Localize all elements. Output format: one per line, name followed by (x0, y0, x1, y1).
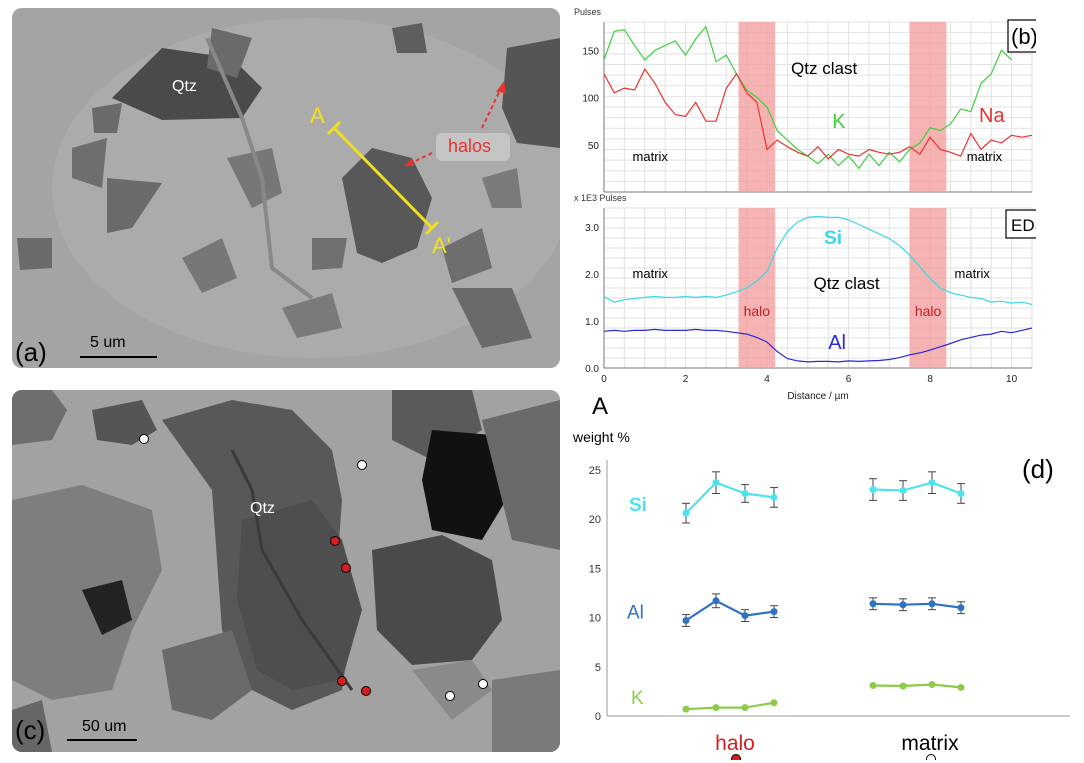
d-point-K-halo (712, 704, 720, 712)
d-point-Al-matrix (869, 600, 877, 608)
d-point-Si-halo (712, 479, 720, 487)
profile-end-label: A' (432, 233, 451, 258)
d-group-label-halo: halo (715, 732, 755, 755)
b-bottom-series-Al (603, 327, 1033, 363)
b-x-end-label-start: A (592, 393, 608, 414)
b-top-y-tick-label: 100 (582, 94, 599, 105)
d-point-Si-halo (770, 493, 778, 501)
b-eds-label: EDS (1011, 216, 1036, 235)
b-top-series-Na (603, 68, 1033, 160)
sem-image-a: Qtz A A' halos 5 um (12, 8, 560, 368)
d-point-Al-halo (741, 612, 749, 620)
b-x-tick-label: 0 (601, 374, 607, 385)
d-y-tick-label: 0 (595, 711, 601, 723)
d-point-Al-matrix (928, 600, 936, 608)
panel-label-a: (a) (15, 337, 47, 367)
weight-percent-chart: weight % 0 5 10 15 20 25 Si Al K (d) halo matrix (572, 429, 1070, 760)
scale-bar-label-c: 50 um (82, 718, 127, 735)
b-top-series-label-K: K (832, 111, 846, 133)
panel-label-c: (c) (15, 715, 46, 745)
scale-bar-label-a: 5 um (90, 334, 126, 351)
d-series-label-Si: Si (629, 495, 647, 516)
d-series-label-K: K (631, 688, 644, 709)
d-y-tick-label: 5 (595, 662, 601, 674)
d-y-tick-label: 15 (589, 563, 601, 575)
d-point-Si-halo (682, 509, 690, 517)
qtz-label-a: Qtz (172, 78, 197, 95)
d-point-Al-halo (712, 597, 720, 605)
b-bottom-y-tick-label: 1.0 (585, 317, 599, 328)
d-line-Si-halo (685, 481, 775, 514)
b-x-tick-label: 4 (764, 374, 770, 385)
d-series-label-Al: Al (627, 602, 644, 623)
sem-image-c: Qtz 50 um (12, 390, 560, 752)
d-group-label-matrix: matrix (901, 732, 959, 755)
b-bottom-annotation-halo-left: halo (744, 303, 771, 319)
b-bottom-series-label-Al: Al (828, 332, 846, 354)
b-bottom-series-Si (603, 215, 1033, 306)
b-bottom-y-tick-label: 0.0 (585, 364, 599, 375)
d-point-K-halo (741, 704, 749, 712)
d-line-K-matrix (872, 683, 962, 689)
b-top-y-axis-label: Pulses (574, 7, 602, 17)
b-x-tick-label: 6 (846, 374, 852, 385)
d-point-K-halo (682, 705, 690, 713)
d-point-Si-matrix (899, 487, 907, 495)
d-panel-label: (d) (1022, 454, 1054, 484)
b-top-halo-band (909, 22, 947, 192)
d-point-Al-halo (770, 608, 778, 616)
b-bottom-y-axis-label: x 1E3 Pulses (574, 193, 627, 203)
b-bottom-annotation-qtz: Qtz clast (813, 274, 879, 293)
d-halo-marker (731, 754, 741, 760)
b-bottom-series-label-Si: Si (824, 228, 842, 249)
d-point-K-halo (770, 699, 778, 707)
d-y-tick-label: 10 (589, 613, 601, 625)
profile-start-label: A (310, 103, 325, 128)
d-y-tick-label: 25 (589, 465, 601, 477)
b-bottom-annotation-matrix-left: matrix (633, 266, 669, 281)
d-point-Si-halo (741, 489, 749, 497)
b-x-tick-label: 2 (683, 374, 689, 385)
b-top-halo-band (738, 22, 776, 192)
d-point-K-matrix (869, 681, 877, 689)
b-x-axis-label: Distance / µm (787, 391, 848, 402)
b-top-annotation-matrix-left: matrix (633, 149, 669, 164)
b-bottom-y-tick-label: 2.0 (585, 270, 599, 281)
d-point-K-matrix (957, 683, 965, 691)
d-point-K-matrix (899, 682, 907, 690)
d-y-tick-label: 20 (589, 514, 601, 526)
d-line-Al-halo (685, 599, 775, 622)
b-top-y-tick-label: 150 (582, 46, 599, 57)
b-top-annotation-matrix-right: matrix (967, 149, 1003, 164)
b-box-label-frame (1007, 19, 1036, 53)
b-top-series-label-Na: Na (979, 105, 1005, 127)
b-bottom-annotation-halo-right: halo (915, 303, 942, 319)
d-line-Al-matrix (872, 602, 962, 609)
d-point-Al-matrix (957, 604, 965, 612)
d-point-Si-matrix (928, 479, 936, 487)
d-y-axis-label: weight % (572, 429, 630, 445)
b-box-label: (b) (1011, 24, 1036, 49)
qtz-label-c: Qtz (250, 500, 275, 517)
halos-label: halos (448, 136, 492, 156)
d-point-K-matrix (928, 680, 936, 688)
b-top-y-tick-label: 50 (588, 141, 600, 152)
b-x-tick-label: 10 (1006, 374, 1018, 385)
b-top-annotation-qtz: Qtz clast (791, 59, 857, 78)
d-point-Al-halo (682, 616, 690, 624)
b-bottom-annotation-matrix-right: matrix (955, 266, 991, 281)
d-point-Si-matrix (869, 486, 877, 494)
b-eds-label-frame (1005, 209, 1036, 239)
d-line-Si-matrix (872, 481, 962, 495)
d-matrix-marker (926, 754, 936, 760)
b-bottom-halo-band (738, 208, 776, 368)
d-point-Si-matrix (957, 489, 965, 497)
b-x-tick-label: 8 (927, 374, 933, 385)
d-line-K-halo (685, 701, 775, 711)
b-bottom-y-tick-label: 3.0 (585, 223, 599, 234)
d-point-Al-matrix (899, 601, 907, 609)
